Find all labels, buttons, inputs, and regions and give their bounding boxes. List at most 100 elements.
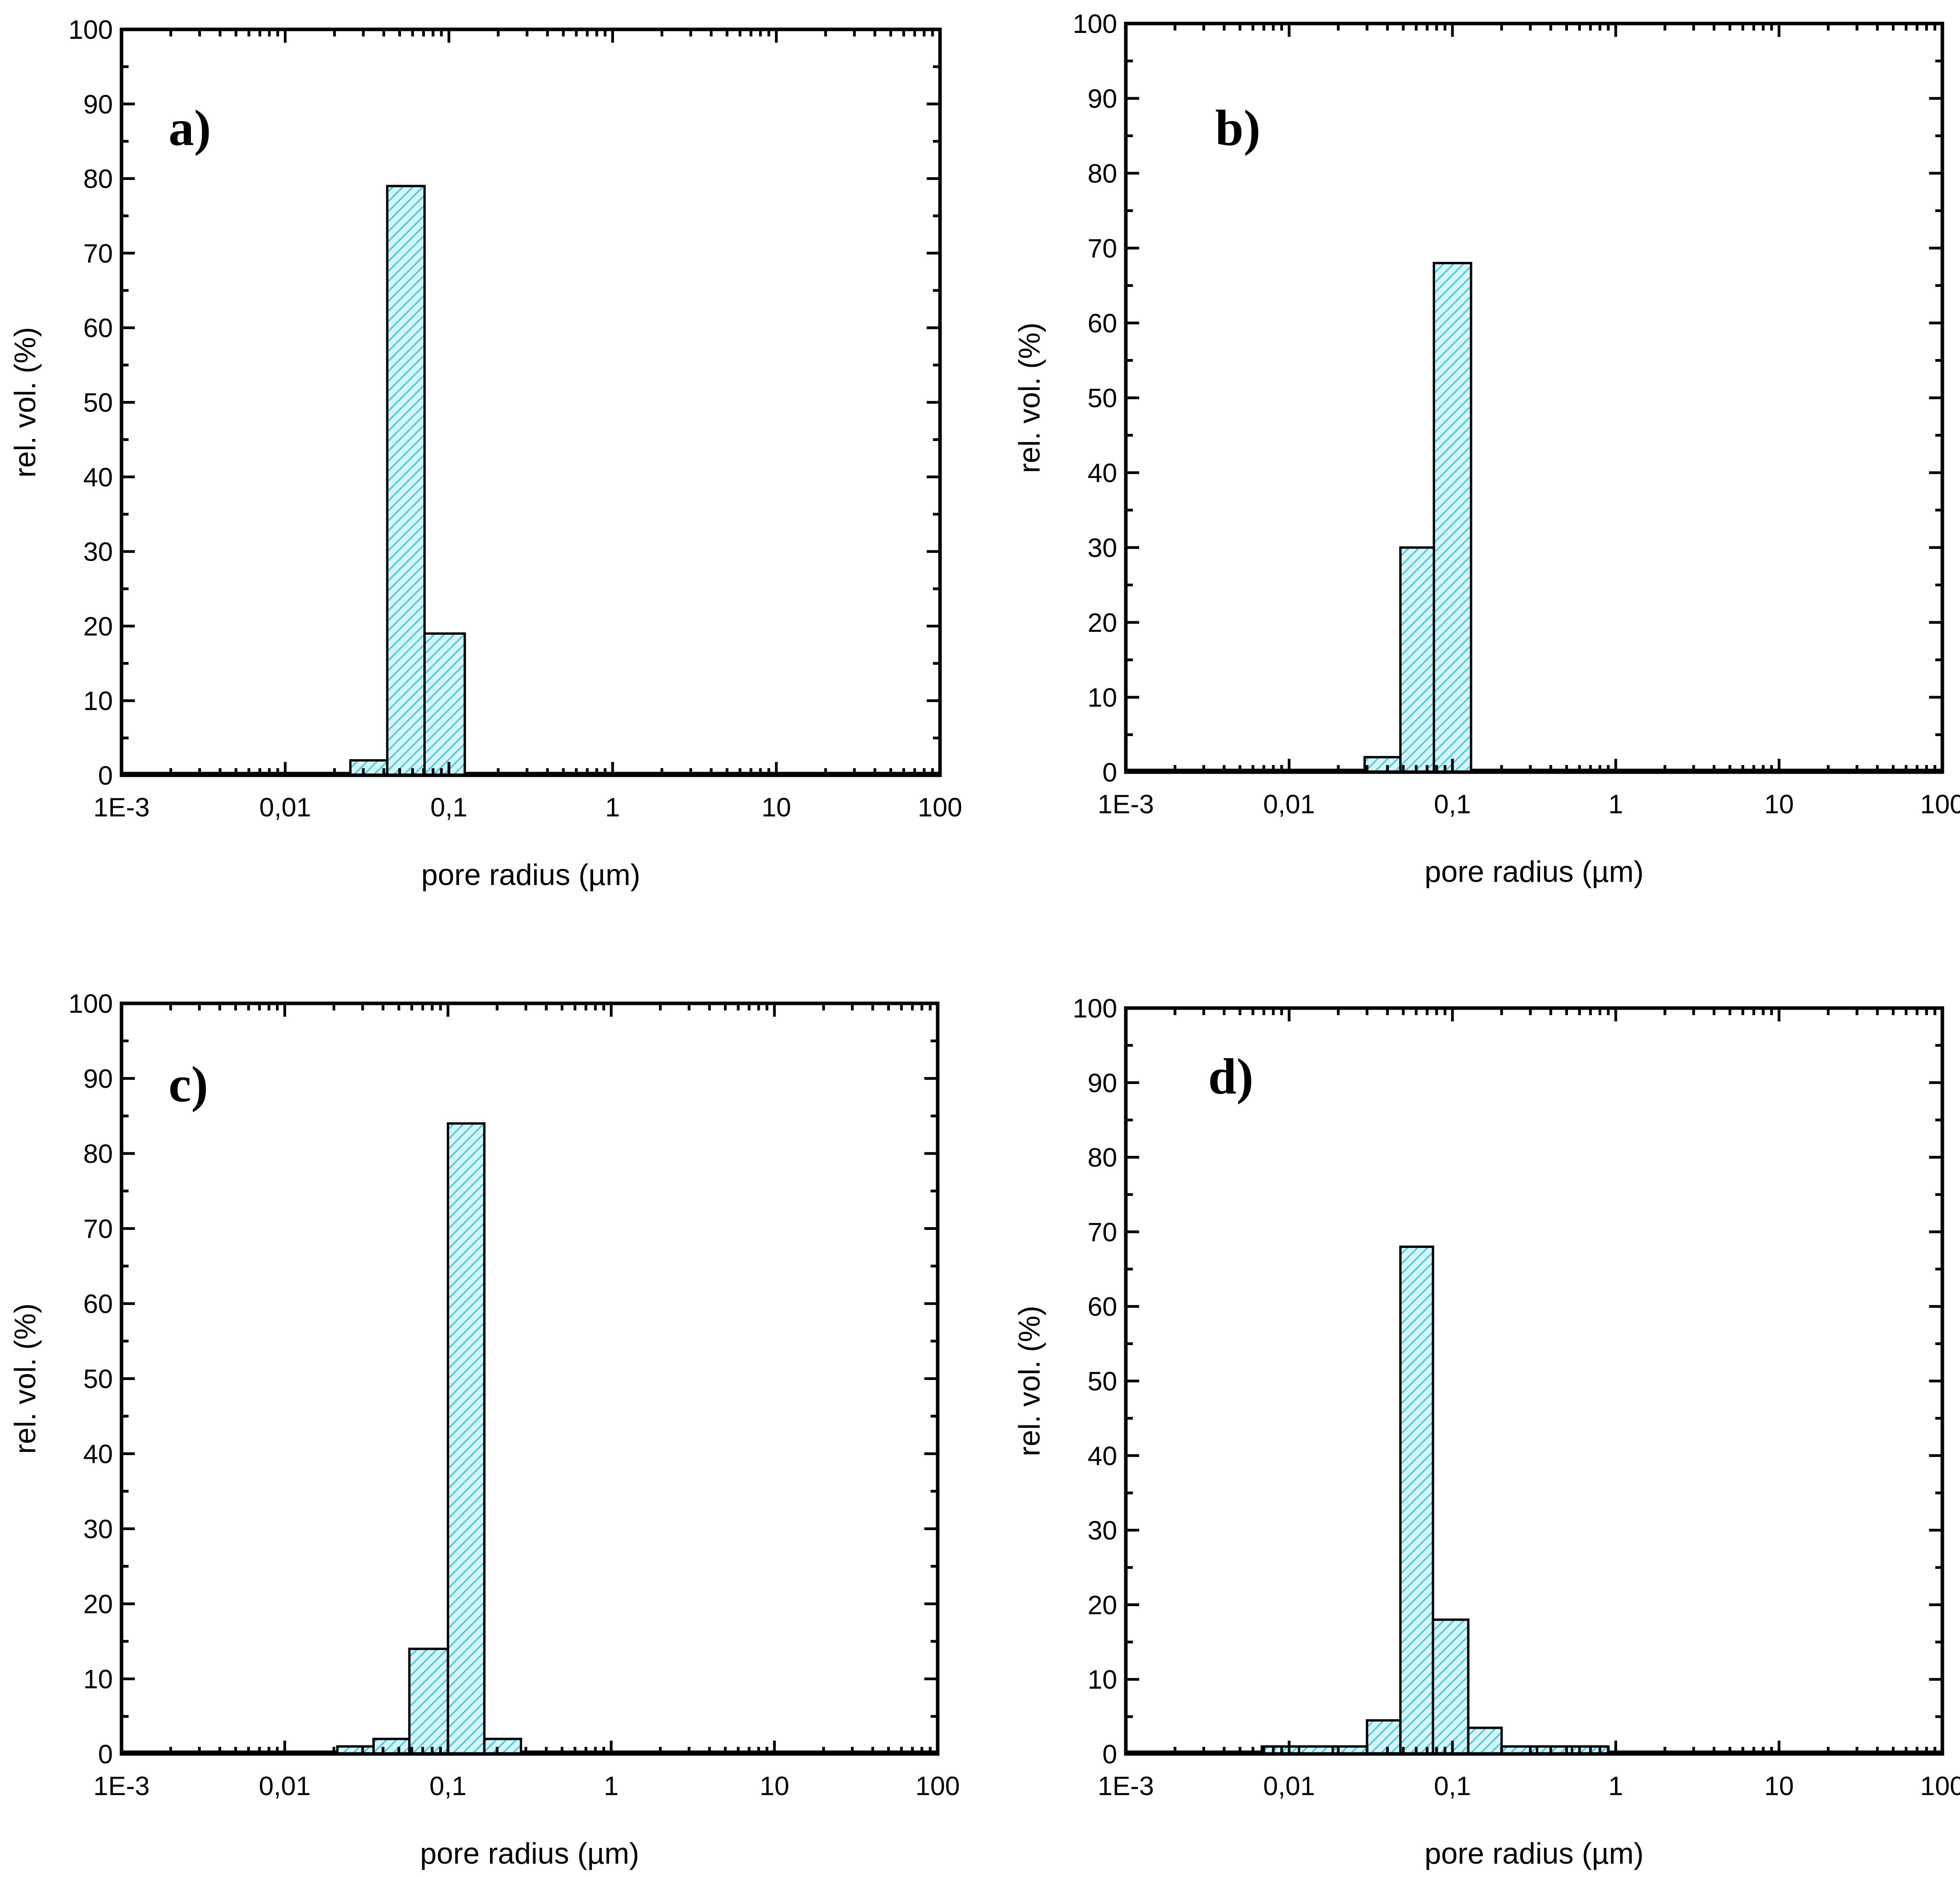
y-tick-label: 100 <box>1073 9 1117 39</box>
y-tick-label: 20 <box>1087 1590 1117 1620</box>
histogram-bar <box>1432 262 1472 774</box>
x-tick-label: 10 <box>762 793 791 822</box>
y-tick-label: 40 <box>83 1439 113 1469</box>
y-tick-label: 0 <box>1102 758 1117 787</box>
x-tick-label: 1E-3 <box>93 793 150 822</box>
panel-label: a) <box>169 100 211 156</box>
x-tick-label: 0,01 <box>259 793 311 822</box>
y-tick-label: 0 <box>98 1739 113 1769</box>
chart-panel: 0 10 20 30 40 50 60 70 80 90 100 1E-3 0,01 0,1 1 10 100 p… <box>1013 9 1960 889</box>
x-tick-label: 100 <box>915 1771 960 1801</box>
y-tick-label: 50 <box>1087 383 1117 413</box>
x-tick-label: 0,1 <box>1434 1771 1471 1801</box>
x-tick-label: 1E-3 <box>93 1771 150 1801</box>
y-tick-label: 10 <box>1087 1665 1117 1695</box>
y-tick-label: 90 <box>1087 1068 1117 1098</box>
plot-frame <box>120 1001 940 1756</box>
y-tick-label: 20 <box>83 1589 113 1619</box>
panel-label: b) <box>1215 100 1261 156</box>
y-tick-label: 100 <box>69 989 113 1019</box>
y-tick-label: 100 <box>69 15 113 45</box>
y-tick-label: 0 <box>98 761 113 791</box>
plot-frame <box>120 27 942 777</box>
y-tick-label: 0 <box>1102 1739 1117 1769</box>
y-tick-label: 30 <box>83 1514 113 1544</box>
y-tick-label: 60 <box>1087 1292 1117 1322</box>
x-tick-label: 0,1 <box>430 1771 467 1801</box>
y-tick-label: 60 <box>83 313 113 343</box>
y-axis-label: rel. vol. (%) <box>9 327 42 477</box>
x-tick-label: 0,1 <box>430 793 468 822</box>
y-tick-label: 40 <box>1087 1441 1117 1471</box>
y-tick-label: 50 <box>83 388 113 418</box>
histogram-bar <box>1399 546 1435 773</box>
y-tick-label: 20 <box>83 611 113 641</box>
x-tick-label: 100 <box>1920 1771 1960 1801</box>
y-tick-label: 30 <box>1087 1516 1117 1545</box>
y-axis-label: rel. vol. (%) <box>1013 1306 1046 1456</box>
y-tick-label: 70 <box>1087 234 1117 263</box>
y-axis-label: rel. vol. (%) <box>1013 323 1046 473</box>
histogram-bar <box>483 1737 522 1755</box>
y-tick-label: 70 <box>83 1214 113 1244</box>
y-tick-label: 90 <box>1087 84 1117 114</box>
plot-frame <box>1124 1006 1944 1756</box>
panel-label: d) <box>1208 1048 1254 1105</box>
y-tick-label: 80 <box>83 1139 113 1169</box>
y-tick-label: 20 <box>1087 608 1117 638</box>
x-tick-label: 10 <box>1764 789 1794 819</box>
x-tick-label: 10 <box>760 1771 789 1801</box>
x-tick-label: 1 <box>604 1771 619 1801</box>
histogram-bar <box>1366 1719 1402 1755</box>
y-tick-label: 80 <box>1087 1143 1117 1173</box>
y-tick-label: 100 <box>1073 994 1117 1023</box>
y-tick-label: 90 <box>83 1064 113 1094</box>
x-tick-label: 1 <box>1608 1771 1623 1801</box>
histogram-bar <box>386 185 426 776</box>
x-tick-label: 0,01 <box>1263 1771 1315 1801</box>
histogram-bar <box>1399 1245 1434 1755</box>
x-axis-label: pore radius (µm) <box>1425 855 1644 889</box>
histogram-bar <box>1363 756 1402 774</box>
x-tick-label: 1E-3 <box>1098 789 1154 819</box>
x-tick-label: 100 <box>918 793 962 822</box>
chart-panel: 0 10 20 30 40 50 60 70 80 90 100 1E-3 0,01 0,1 1 10 100 p… <box>9 15 962 892</box>
y-tick-label: 10 <box>83 1665 113 1694</box>
histogram-bar <box>1432 1618 1470 1755</box>
chart-panel: 0 10 20 30 40 50 60 70 80 90 100 1E-3 0,01 0,1 1 10 100 p… <box>9 989 960 1870</box>
y-tick-label: 60 <box>1087 308 1117 338</box>
histogram-bar <box>446 1122 486 1755</box>
chart-panel: 0 10 20 30 40 50 60 70 80 90 100 1E-3 0,01 0,1 1 10 100 p… <box>1013 994 1960 1870</box>
y-tick-label: 70 <box>1087 1217 1117 1247</box>
y-tick-label: 30 <box>83 537 113 567</box>
y-tick-label: 40 <box>83 462 113 492</box>
histogram-bar <box>349 759 388 776</box>
histogram-bar <box>1467 1726 1503 1755</box>
y-tick-label: 50 <box>83 1364 113 1394</box>
x-tick-label: 0,01 <box>259 1771 310 1801</box>
y-tick-label: 50 <box>1087 1367 1117 1396</box>
y-tick-label: 10 <box>83 686 113 716</box>
histogram-bar <box>408 1647 449 1755</box>
y-tick-label: 80 <box>1087 159 1117 189</box>
y-tick-label: 80 <box>83 164 113 194</box>
x-axis-label: pore radius (µm) <box>421 858 640 892</box>
histogram-bar <box>423 632 466 777</box>
panel-label: c) <box>169 1056 208 1113</box>
x-tick-label: 1E-3 <box>1098 1771 1154 1801</box>
y-tick-label: 70 <box>83 239 113 268</box>
x-tick-label: 0,01 <box>1263 789 1315 819</box>
y-tick-label: 60 <box>83 1289 113 1319</box>
y-tick-label: 10 <box>1087 683 1117 713</box>
histogram-bar <box>372 1737 411 1755</box>
y-axis-label: rel. vol. (%) <box>9 1303 42 1454</box>
x-axis-label: pore radius (µm) <box>420 1837 639 1870</box>
x-tick-label: 1 <box>605 793 620 822</box>
x-axis-label: pore radius (µm) <box>1425 1837 1644 1870</box>
x-tick-label: 1 <box>1608 789 1623 819</box>
y-tick-label: 40 <box>1087 458 1117 488</box>
y-tick-label: 90 <box>83 89 113 119</box>
x-tick-label: 0,1 <box>1434 789 1471 819</box>
